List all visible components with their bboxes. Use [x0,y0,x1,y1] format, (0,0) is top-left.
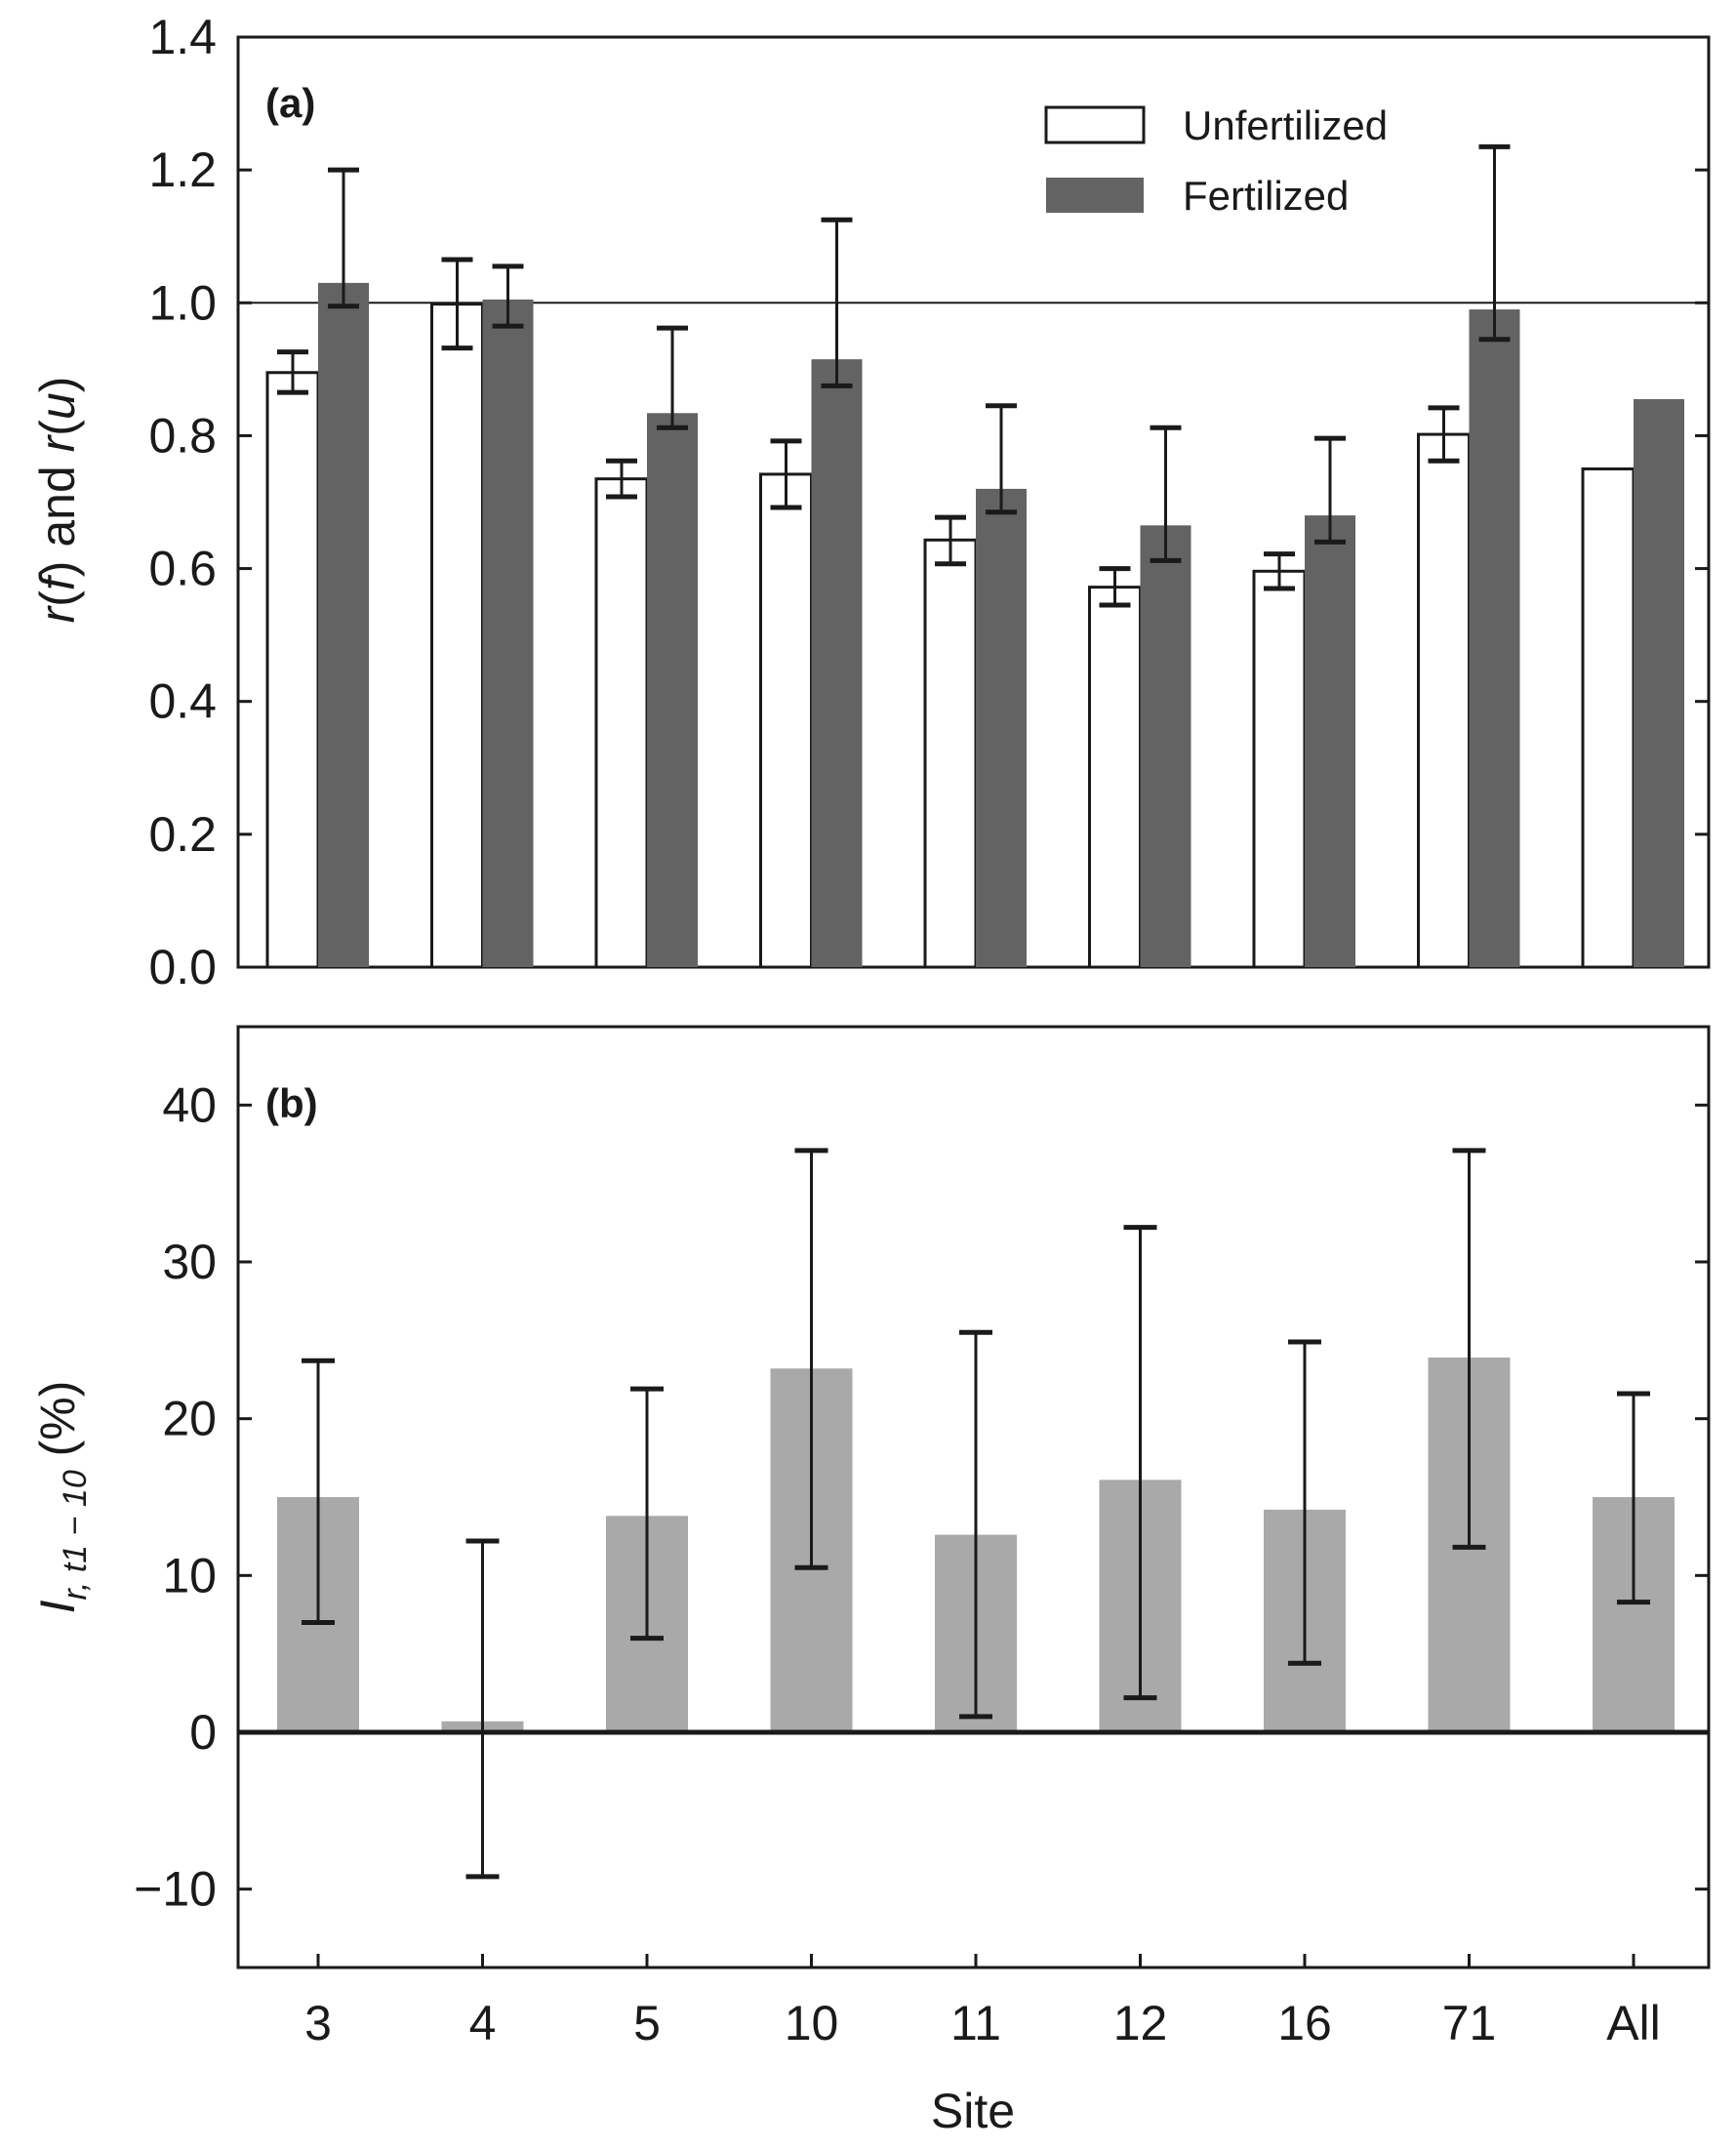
x-tick-label-12: 12 [1113,1996,1168,2050]
error-bar-unfertilized-site-10 [770,438,802,510]
x-axis-title: Site [931,2084,1015,2138]
y-tick-label: 1.2 [148,142,217,197]
error-bar-fertilized-site-10 [821,217,853,388]
bar-fertilized-site-71 [1469,309,1520,967]
bar-fertilized-site-All [1634,398,1684,968]
bar-unfertilized-site-16 [1252,569,1307,969]
x-tick-label-4: 4 [469,1996,497,2050]
error-bar-unfertilized-site-12 [1099,566,1131,608]
y-tick-label: 0.4 [148,674,217,729]
error-bar-ratio-site-16 [1288,1339,1321,1666]
panel-b-label: (b) [265,1080,318,1126]
bar-unfertilized-site-71 [1417,432,1471,969]
panel-a-y-axis-title: r(f) and r(u) [30,377,85,624]
panel-a-y-ticks: 0.0 0.2 0.4 0.6 0.8 1.0 1.2 1.4 [148,10,1709,994]
bar-unfertilized-site-12 [1088,586,1142,969]
x-tick-label-All: All [1606,1996,1661,2050]
y-tick-label: 0.2 [148,807,217,862]
y-tick-label: 1.0 [148,275,217,330]
error-bar-fertilized-site-5 [657,325,688,430]
panel-b-y-ticks: −10 0 10 20 30 40 [134,1077,1709,1917]
legend: Unfertilized Fertilized [1044,102,1388,219]
y-tick-label: 0.8 [148,408,217,463]
x-tick-label-11: 11 [950,1996,1001,2050]
error-bar-fertilized-site-3 [328,167,359,309]
error-bar-ratio-site-12 [1123,1225,1157,1701]
y-tick-label: 20 [162,1392,217,1446]
error-bar-unfertilized-site-16 [1264,551,1295,591]
error-bar-unfertilized-site-4 [441,257,473,351]
bar-unfertilized-site-4 [430,303,484,969]
error-bar-ratio-site-11 [959,1329,992,1720]
panel-b-error-bars [302,1148,1650,1880]
bar-fertilized-site-4 [482,299,534,967]
error-bar-ratio-site-4 [465,1538,500,1880]
y-tick-label: 40 [162,1077,217,1132]
legend-swatch-fertilized [1046,178,1144,213]
bar-fertilized-site-10 [811,359,863,967]
error-bar-fertilized-site-4 [492,264,524,329]
x-tick-label-71: 71 [1442,1996,1497,2050]
error-bar-ratio-site-10 [794,1148,828,1570]
y-tick-label: 1.4 [148,10,217,64]
error-bar-unfertilized-site-71 [1428,405,1460,464]
panel-b-frame [236,1025,1711,1969]
bar-fertilized-site-12 [1140,525,1191,967]
error-bar-unfertilized-site-11 [935,514,966,567]
error-bar-fertilized-site-11 [986,403,1017,515]
error-bar-fertilized-site-12 [1150,425,1182,563]
y-tick-label: 0.0 [148,940,217,994]
error-bar-unfertilized-site-3 [277,349,308,395]
bar-unfertilized-site-3 [265,371,320,969]
panel-a-label: (a) [265,80,315,126]
y-tick-label: 30 [162,1235,217,1289]
panel-b: −10 0 10 20 30 40 3 4 5 10 11 12 16 71 All (b) Ir, t1… [30,1025,1711,2138]
bar-fertilized-site-3 [318,282,369,968]
bar-unfertilized-site-10 [759,472,813,969]
bar-fertilized-site-16 [1305,515,1355,967]
legend-swatch-unfertilized [1044,105,1146,144]
x-tick-label-5: 5 [633,1996,661,2050]
y-tick-label: 0.6 [148,542,217,596]
bar-unfertilized-site-5 [594,477,649,969]
panel-b-y-axis-title: Ir, t1 − 10 (%) [30,1381,94,1614]
error-bar-ratio-site-5 [630,1386,664,1642]
error-bar-ratio-site-3 [302,1358,335,1626]
y-tick-label: 0 [189,1705,217,1760]
x-axis-ticks: 3 4 5 10 11 12 16 71 All [304,1954,1661,2050]
x-tick-label-3: 3 [304,1996,332,2050]
x-tick-label-16: 16 [1277,1996,1332,2050]
legend-label-fertilized: Fertilized [1183,173,1349,219]
error-bar-ratio-site-All [1617,1391,1650,1605]
panel-a-bars [265,282,1684,969]
panel-a: 0.0 0.2 0.4 0.6 0.8 1.0 1.2 1.4 (a) Unfertilize… [30,10,1711,994]
x-tick-label-10: 10 [785,1996,839,2050]
bar-fertilized-site-5 [647,413,698,967]
bar-unfertilized-site-All [1581,467,1635,969]
bar-unfertilized-site-11 [923,538,978,969]
error-bar-unfertilized-site-5 [606,458,637,500]
y-tick-label: 10 [162,1548,217,1602]
error-bar-fertilized-site-16 [1314,435,1346,545]
y-tick-label: −10 [134,1862,217,1917]
legend-label-unfertilized: Unfertilized [1183,102,1388,148]
panel-a-error-bars [277,143,1511,608]
bar-fertilized-site-11 [976,488,1027,967]
error-bar-ratio-site-71 [1452,1148,1486,1550]
error-bar-fertilized-site-71 [1478,143,1511,343]
